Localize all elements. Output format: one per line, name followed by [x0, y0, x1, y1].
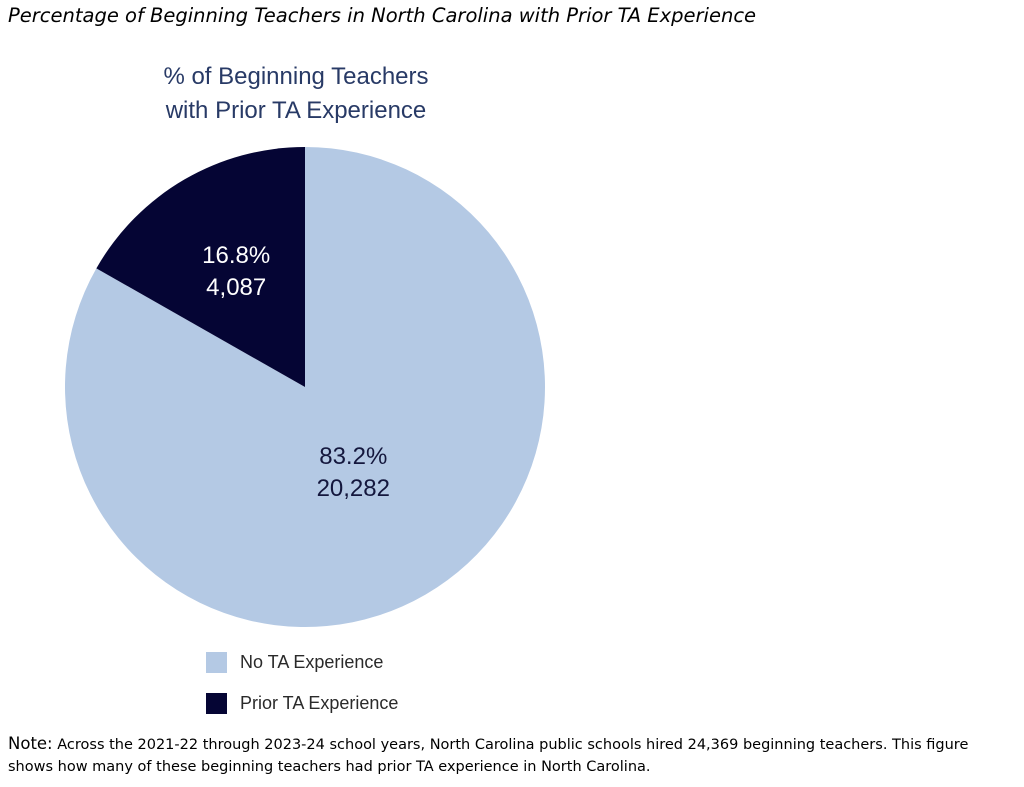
- chart-title-line-1: % of Beginning Teachers: [163, 63, 429, 90]
- slice-count-label-prior-ta: 4,087: [206, 274, 266, 301]
- pie-slice-no-ta: [65, 147, 546, 627]
- legend-label-prior-ta: Prior TA Experience: [240, 693, 399, 713]
- legend-label-no-ta: No TA Experience: [240, 652, 384, 672]
- slice-count-label-no-ta: 20,282: [317, 475, 390, 502]
- pie-labels: 83.2% 20,282 16.8% 4,087: [202, 242, 390, 502]
- legend-swatch-no-ta: [206, 652, 227, 673]
- chart-title-line-2: with Prior TA Experience: [165, 97, 427, 124]
- note-text: Across the 2021-22 through 2023-24 schoo…: [8, 737, 969, 775]
- pie-slices: [65, 147, 546, 627]
- pie-slice-prior-ta: [96, 147, 306, 387]
- note-label: Note:: [8, 734, 53, 753]
- footnote: Note: Across the 2021-22 through 2023-24…: [8, 733, 1016, 778]
- figure-title: Percentage of Beginning Teachers in Nort…: [8, 4, 757, 27]
- slice-percent-label-prior-ta: 16.8%: [202, 242, 270, 269]
- legend-swatch-prior-ta: [206, 693, 227, 714]
- slice-percent-label-no-ta: 83.2%: [319, 443, 387, 470]
